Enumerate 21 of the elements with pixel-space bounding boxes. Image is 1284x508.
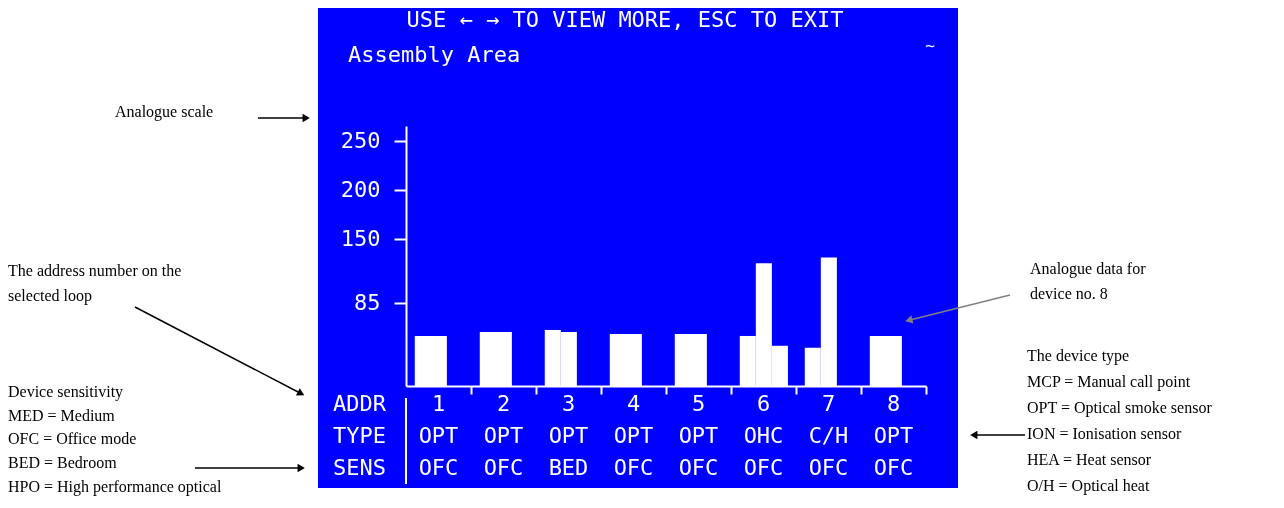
text: Analogue data for device no. 8 bbox=[1030, 260, 1147, 302]
y-tick-label: 150 bbox=[340, 226, 381, 252]
x-tick-label: 7 C/H OFC bbox=[808, 391, 849, 480]
text: USE ← → TO VIEW MORE, ESC TO EXIT bbox=[406, 7, 844, 32]
text: ~ bbox=[925, 36, 935, 55]
x-tick-label: 3 OPT BED bbox=[548, 391, 589, 480]
y-tick-label: 250 bbox=[340, 128, 381, 154]
x-tick-label: 6 OHC OFC bbox=[743, 391, 784, 480]
x-tick-label: 8 OPT OFC bbox=[873, 391, 914, 480]
text: The address number on the selected loop bbox=[8, 262, 182, 305]
text: Device sensitivity MED = Medium OFC = Office mode BED = Bedroom HPO = High performance optical bbox=[8, 383, 222, 496]
y-tick-label: 85 bbox=[354, 290, 381, 316]
y-tick-label: 200 bbox=[340, 177, 381, 203]
x-tick-label: 4 OPT OFC bbox=[613, 391, 654, 480]
x-tick-label: 1 OPT OFC bbox=[418, 391, 459, 480]
text: Analogue scale bbox=[115, 103, 214, 121]
text: The device type MCP = Manual call point OPT = Optical smoke sensor ION = Ionisation sensor HEA = Heat sensor O/H = Optical heat bbox=[1027, 347, 1213, 495]
x-tick-label: 2 OPT OFC bbox=[483, 391, 524, 480]
text: ADDR TYPE SENS bbox=[333, 391, 387, 480]
x-tick-label: 5 OPT OFC bbox=[678, 391, 719, 480]
chart-title: Assembly Area bbox=[348, 42, 521, 67]
